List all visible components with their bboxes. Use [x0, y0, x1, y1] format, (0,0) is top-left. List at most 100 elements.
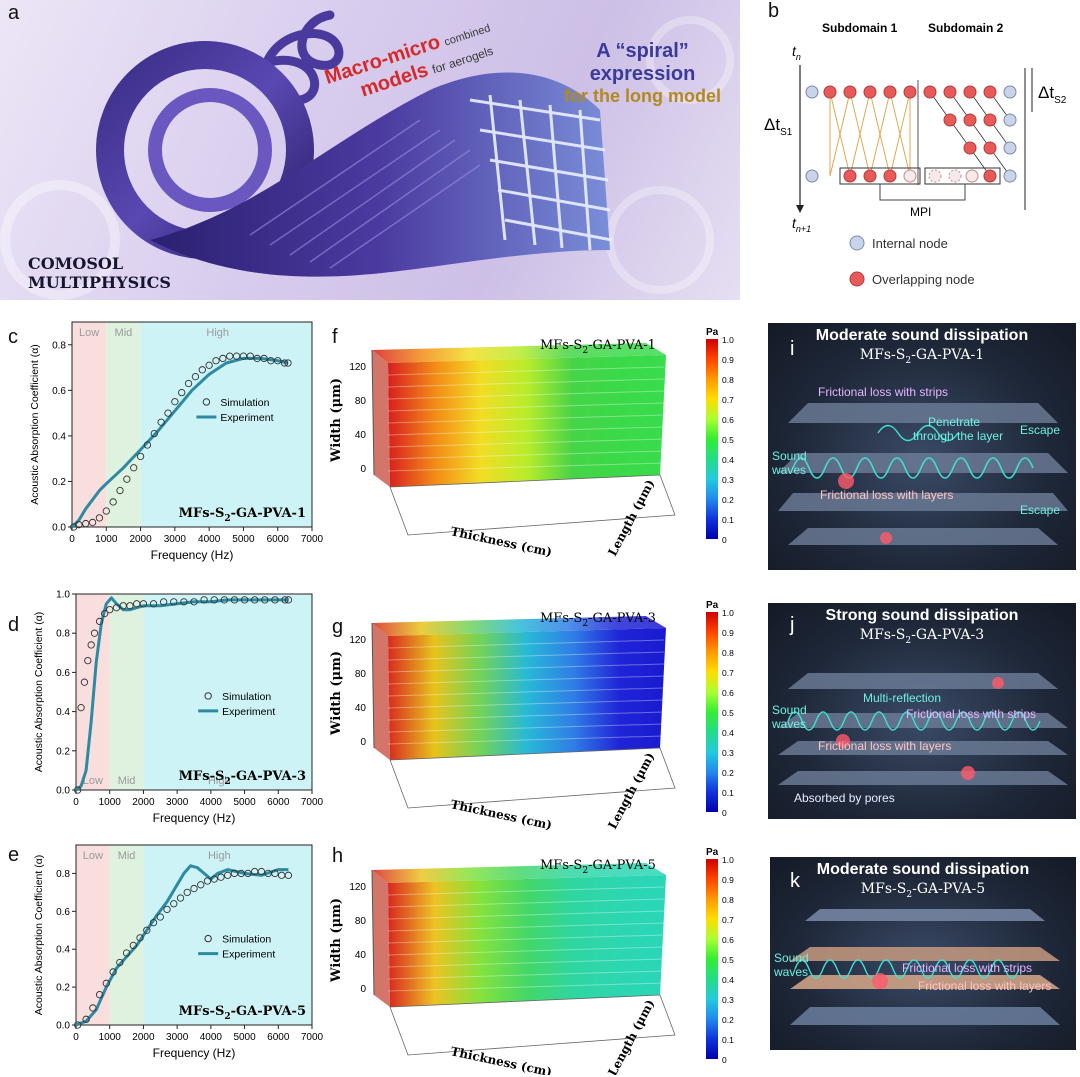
time-axis-arrow [796, 205, 804, 213]
region-high [143, 594, 312, 790]
simulation-point [251, 596, 259, 604]
colorbar-tick-label: 0.2 [722, 768, 734, 778]
panel-a: A “spiral” expression for the long model… [0, 0, 740, 300]
simulation-point [284, 359, 292, 367]
colorbar-tick-label: 0.9 [722, 875, 734, 885]
length-axis-label: Length (μm) [605, 477, 657, 558]
simulation-point [190, 884, 198, 893]
axis-width [371, 869, 375, 996]
x-axis-label: Frequency (Hz) [153, 1046, 236, 1060]
simulation-point [244, 869, 252, 878]
region-low [76, 845, 110, 1025]
spiral-tail [260, 10, 344, 105]
box-top-face [372, 616, 666, 636]
simulation-point [136, 452, 145, 461]
layer-line [387, 898, 665, 908]
contour-title: MFs-S2-GA-PVA-5 [540, 858, 656, 876]
simulation-point [95, 514, 104, 522]
simulation-point [130, 464, 138, 472]
label-frictional-strips: Frictional loss with strips [902, 961, 1033, 975]
label-waves: waves [774, 965, 809, 979]
contour-h: 120 80 40 0 Width (μm) Thickness (cm) Length (… [330, 847, 734, 1075]
simulation-point [160, 598, 168, 606]
layer-line [387, 910, 665, 920]
panel-j: Strong sound dissipation MFs-S2-GA-PVA-3… [768, 603, 1076, 819]
colorbar-tick-label: 0.3 [722, 475, 734, 485]
brand-line-1: COMOSOL [28, 254, 124, 273]
layer-line [387, 982, 665, 992]
label-frictional-layers: Frictional loss with layers [918, 979, 1052, 993]
region-label-low: Low [83, 850, 103, 862]
contour-title: MFs-S2-GA-PVA-3 [540, 611, 656, 629]
colorbar-tick-label: 0.4 [722, 728, 734, 738]
panel-label-j: j [790, 614, 795, 636]
label-multi-reflection: Multi-reflection [863, 691, 942, 705]
x-tick-label: 6000 [267, 534, 290, 545]
simulation-point [109, 968, 117, 976]
layer-line [387, 378, 665, 388]
colorbar-tick-label: 0 [722, 808, 727, 818]
colorbar-tick-label: 0.3 [722, 748, 734, 758]
box-top-face [372, 863, 666, 883]
y-tick-label: 0.6 [52, 386, 66, 397]
x-tick-label: 4000 [200, 797, 223, 808]
simulation-point [191, 373, 200, 381]
legend-exp-label: Experiment [220, 412, 273, 424]
simulation-point [149, 919, 158, 927]
bg-ring [0, 180, 120, 300]
dts1-label: ΔtS1 [764, 115, 793, 138]
region-high [143, 845, 312, 1025]
panel-i: Moderate sound dissipation MFs-S2-GA-PVA… [768, 323, 1076, 570]
label-frictional-layers: Frictional loss with layers [820, 488, 954, 502]
layer-line [387, 946, 665, 956]
panel-j-sample: MFs-S2-GA-PVA-3 [859, 627, 985, 646]
box-side-face [372, 350, 390, 487]
colorbar-tick-label: 0.4 [722, 455, 734, 465]
simulation-point [89, 1004, 97, 1012]
colorbar-tick-label: 0.2 [722, 495, 734, 505]
sheet-ribs [249, 119, 481, 269]
colorbar [706, 339, 718, 539]
legend-internal-marker [849, 235, 865, 251]
simulation-point [210, 875, 218, 883]
label-escape-2: Escape [1020, 503, 1061, 517]
simulation-point [280, 359, 289, 367]
panel-a-illustration [0, 10, 734, 300]
simulation-point [197, 881, 205, 889]
simulation-point [82, 519, 90, 528]
x-axis-label: Frequency (Hz) [153, 811, 236, 825]
legend-sim-marker [204, 934, 212, 943]
x-tick-label: 1000 [95, 534, 118, 545]
simulation-point [271, 869, 279, 878]
simulation-point [122, 949, 131, 957]
layer-line [387, 450, 665, 460]
simulation-point [109, 498, 117, 506]
brand-line-2: MULTIPHYSICS [28, 273, 171, 292]
simulation-point [226, 352, 234, 360]
simulation-point [274, 357, 282, 365]
panel-label-c: c [8, 326, 18, 348]
width-tick-label: 40 [355, 703, 367, 714]
layer-line [387, 639, 665, 649]
simulation-point [183, 888, 191, 897]
aerogel-sheet [150, 72, 610, 277]
chart-e: Low Mid High 0 1000 2000 3000 4000 5000 6000 7000 0… [33, 844, 324, 1060]
axis-width [371, 622, 375, 749]
sample-label: MFs-S2-GA-PVA-5 [179, 1004, 306, 1022]
panel-label-e: e [8, 844, 20, 866]
simulation-point [129, 941, 137, 950]
panel-i-sample: MFs-S2-GA-PVA-1 [859, 347, 985, 366]
simulation-point [257, 867, 266, 876]
colorbar-tick-label: 0.5 [722, 708, 734, 718]
simulation-point [212, 357, 220, 365]
simulation-point [171, 398, 179, 406]
x-tick-label: 0 [69, 534, 75, 545]
y-tick-label: 0.2 [52, 477, 66, 488]
colorbar-tick-label: 0.2 [722, 1015, 734, 1025]
simulation-point [102, 507, 110, 515]
subdomain2-links [929, 91, 1011, 177]
simulation-point [80, 678, 89, 686]
y-tick-label: 0.2 [56, 983, 70, 994]
colorbar-unit: Pa [706, 600, 719, 611]
plot-frame [71, 321, 313, 528]
